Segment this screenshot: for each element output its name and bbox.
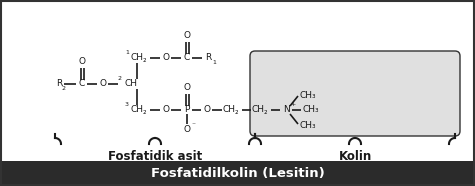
Text: R: R [56, 79, 62, 89]
Text: O: O [183, 124, 190, 134]
Text: ₂: ₂ [143, 55, 147, 65]
Text: O: O [162, 105, 170, 115]
Text: O: O [99, 79, 106, 89]
Text: 1: 1 [125, 50, 129, 55]
Text: CH: CH [124, 79, 137, 89]
Text: 3: 3 [125, 102, 129, 107]
Text: O: O [183, 84, 190, 92]
Text: CH₃: CH₃ [303, 105, 319, 113]
Text: Fosfatidik asit: Fosfatidik asit [108, 150, 202, 163]
Text: ₂: ₂ [143, 108, 147, 116]
Text: ₂: ₂ [264, 108, 267, 116]
FancyBboxPatch shape [250, 51, 460, 136]
Text: C: C [79, 79, 85, 89]
Text: CH₃: CH₃ [300, 121, 316, 129]
Text: CH: CH [251, 105, 265, 115]
Text: Fosfatidilkolin (Lesitin): Fosfatidilkolin (Lesitin) [151, 167, 324, 180]
Text: CH: CH [131, 105, 143, 115]
FancyBboxPatch shape [0, 161, 475, 186]
Text: +: + [290, 102, 295, 108]
Text: ₂: ₂ [235, 108, 238, 116]
Text: O: O [162, 54, 170, 62]
Text: N: N [283, 105, 289, 115]
Text: O: O [203, 105, 210, 115]
Text: CH₃: CH₃ [300, 91, 316, 100]
Text: O: O [78, 57, 86, 67]
Text: 2: 2 [117, 76, 121, 81]
Text: P: P [184, 105, 190, 115]
Text: 1: 1 [212, 60, 216, 65]
Text: CH: CH [222, 105, 236, 115]
Text: C: C [184, 54, 190, 62]
Text: O: O [183, 31, 190, 41]
Text: ⁻: ⁻ [191, 121, 195, 129]
Text: 2: 2 [62, 86, 66, 91]
Text: R: R [205, 54, 211, 62]
Text: Kolin: Kolin [338, 150, 371, 163]
Text: CH: CH [131, 54, 143, 62]
